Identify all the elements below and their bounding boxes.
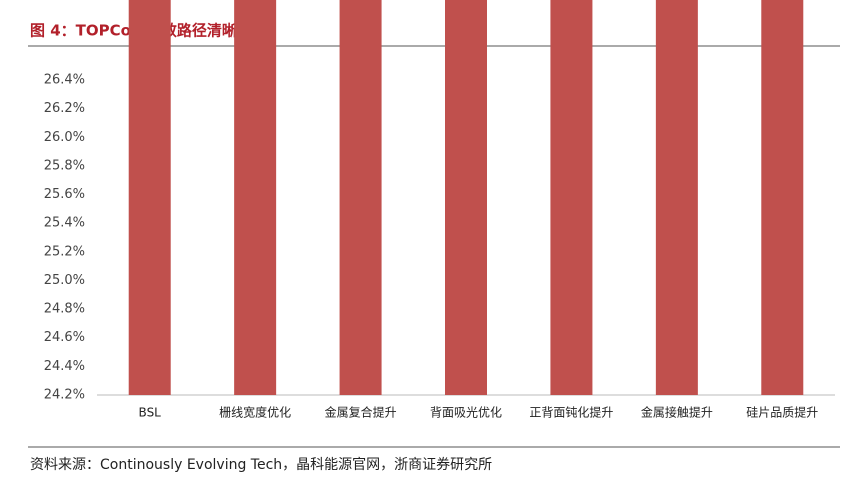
bar-segment <box>445 0 487 395</box>
y-tick-label: 25.4% <box>44 216 85 231</box>
x-tick-label: 金属复合提升 <box>325 405 397 420</box>
x-tick-label: 金属接触提升 <box>641 405 713 420</box>
y-tick-label: 24.6% <box>44 330 85 345</box>
x-tick-label: BSL <box>139 406 162 420</box>
x-tick-label: 硅片品质提升 <box>746 405 818 420</box>
y-tick-label: 24.4% <box>44 359 85 374</box>
y-tick-label: 25.0% <box>44 273 85 288</box>
bar-segment <box>339 0 382 395</box>
y-tick-label: 25.8% <box>44 158 85 173</box>
y-tick-label: 25.2% <box>44 244 85 259</box>
y-tick-label: 26.2% <box>44 101 85 116</box>
y-tick-label: 25.6% <box>44 187 85 202</box>
y-tick-label: 26.0% <box>44 130 85 145</box>
x-tick-label: 正背面钝化提升 <box>529 405 613 420</box>
source: 资料来源：Continously Evolving Tech，晶科能源官网，浙商… <box>30 457 492 473</box>
y-tick-label: 26.4% <box>44 73 85 88</box>
bar-segment <box>550 0 593 395</box>
bar-segment <box>655 0 698 395</box>
bar-segment <box>761 0 804 395</box>
x-tick-label: 栅线宽度优化 <box>219 405 291 420</box>
x-tick-label: 背面吸光优化 <box>430 406 502 420</box>
bar-segment <box>234 0 277 395</box>
y-tick-label: 24.8% <box>44 302 85 317</box>
y-tick-label: 24.2% <box>44 388 85 403</box>
bar-segment <box>128 0 171 395</box>
